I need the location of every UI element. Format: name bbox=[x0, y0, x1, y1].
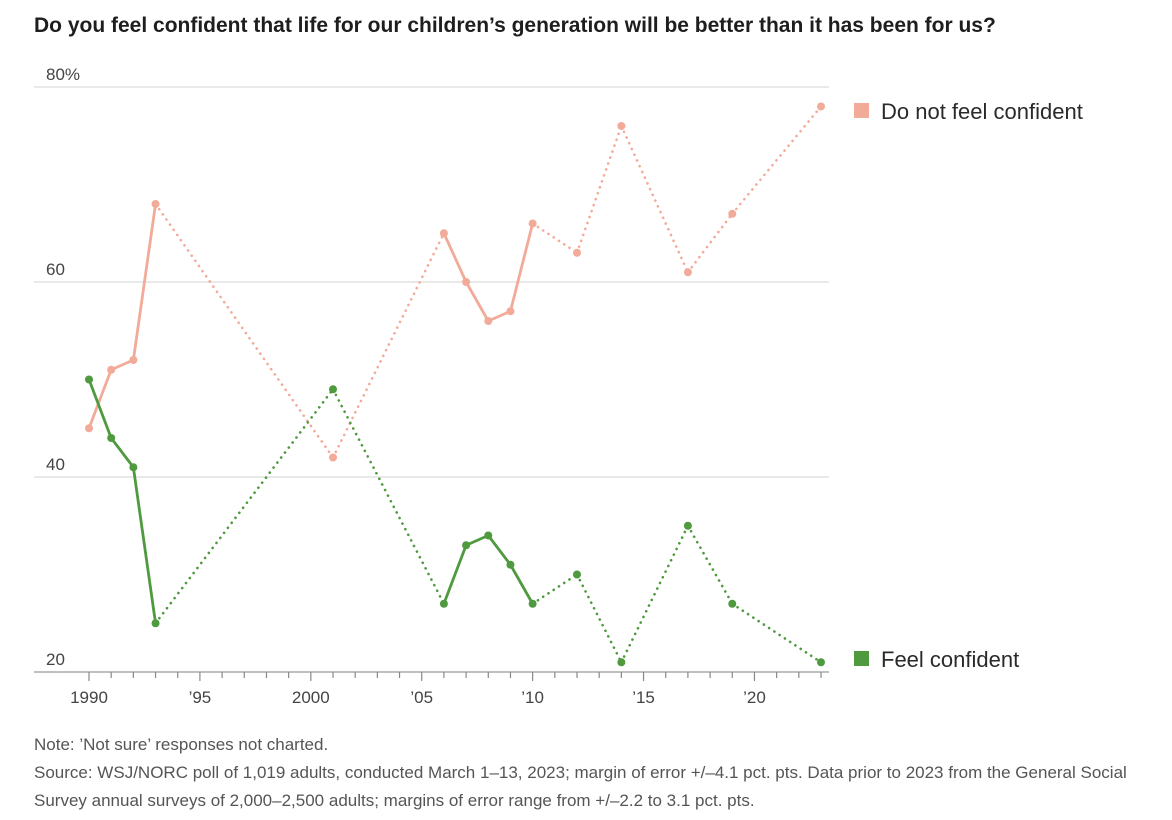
series-1-point bbox=[151, 619, 160, 628]
series-0-segment bbox=[509, 222, 535, 313]
series-1-point bbox=[617, 658, 626, 667]
series-1-segment bbox=[730, 602, 823, 664]
x-tick-label: ’95 bbox=[189, 688, 212, 707]
series-0-point bbox=[683, 268, 692, 277]
x-tick-label: 2000 bbox=[292, 688, 330, 707]
x-tick-label: ’20 bbox=[743, 688, 766, 707]
series-1-point bbox=[528, 599, 537, 608]
series-1-point bbox=[683, 521, 692, 530]
note-text: Note: ’Not sure’ responses not charted. bbox=[34, 735, 329, 754]
series-1-segment bbox=[464, 534, 490, 547]
y-tick-label: 20 bbox=[46, 650, 65, 669]
series-1-point bbox=[728, 599, 737, 608]
series-0-segment bbox=[131, 202, 157, 362]
series-0-segment bbox=[730, 105, 823, 216]
series-0-segment bbox=[686, 212, 734, 274]
series-1-segment bbox=[442, 543, 468, 606]
series-0-point bbox=[506, 307, 515, 316]
series-1-point bbox=[506, 560, 515, 569]
series-0-point bbox=[573, 248, 581, 257]
series-0-segment bbox=[331, 231, 446, 459]
series-points bbox=[85, 102, 825, 667]
x-tick-label: ’15 bbox=[632, 688, 655, 707]
legend-swatch bbox=[854, 103, 869, 118]
series-0-point bbox=[462, 278, 471, 286]
series-1-segment bbox=[154, 387, 335, 625]
series-0-segment bbox=[87, 368, 113, 430]
series-1-segment bbox=[509, 563, 535, 606]
series-1-point bbox=[439, 599, 448, 608]
series-0-point bbox=[129, 356, 138, 364]
series-1-segment bbox=[575, 573, 623, 664]
series-1-point bbox=[329, 385, 337, 394]
x-tick-label: 1990 bbox=[70, 688, 108, 707]
series-1-segment bbox=[620, 524, 690, 664]
series-1-point bbox=[85, 375, 93, 384]
y-axis-ticks: 80% 60 40 20 bbox=[46, 65, 80, 669]
series-1-point bbox=[484, 531, 493, 540]
legend-label: Do not feel confident bbox=[881, 99, 1083, 124]
series-1-point bbox=[817, 658, 825, 667]
series-0-point bbox=[107, 365, 116, 374]
series-0-point bbox=[617, 122, 626, 130]
series-1-segment bbox=[531, 573, 579, 606]
series-1-segment bbox=[131, 465, 157, 625]
series-0-point bbox=[85, 424, 93, 433]
chart-notes: Note: ’Not sure’ responses not charted. … bbox=[34, 731, 1154, 815]
series-1-segment bbox=[686, 524, 734, 606]
series-0-segment bbox=[154, 202, 335, 459]
legend: Do not feel confident Feel confident bbox=[854, 99, 1083, 672]
series-0-segment bbox=[109, 358, 135, 372]
series-0-segment bbox=[575, 124, 623, 255]
x-axis: 1990 ’95 2000 ’05 ’10 ’15 ’20 bbox=[70, 672, 822, 707]
x-tick-label: ’05 bbox=[410, 688, 433, 707]
series-0-point bbox=[329, 453, 337, 462]
x-tick-label: ’10 bbox=[521, 688, 544, 707]
series-lines bbox=[87, 105, 823, 664]
series-0-point bbox=[151, 200, 160, 208]
series-1-segment bbox=[109, 436, 135, 469]
series-0-point bbox=[484, 317, 493, 325]
series-0-point bbox=[439, 229, 448, 238]
chart-title: Do you feel confident that life for our … bbox=[34, 14, 996, 37]
line-chart: 80% 60 40 20 1990 ’95 2000 ’05 ’10 ’15 ’20 Do not… bbox=[34, 65, 1083, 707]
legend-label: Feel confident bbox=[881, 647, 1019, 672]
series-0-point bbox=[728, 209, 737, 218]
series-1-segment bbox=[331, 387, 446, 606]
series-0-point bbox=[528, 219, 537, 228]
y-tick-label: 80% bbox=[46, 65, 80, 84]
series-1-point bbox=[129, 463, 138, 472]
series-0-segment bbox=[531, 222, 579, 255]
series-1-point bbox=[573, 570, 581, 579]
series-0-segment bbox=[620, 124, 690, 274]
series-0-segment bbox=[464, 280, 490, 323]
series-1-segment bbox=[87, 378, 113, 440]
series-0-segment bbox=[486, 309, 512, 323]
series-1-point bbox=[462, 541, 471, 550]
gridlines bbox=[34, 86, 829, 673]
series-1-point bbox=[107, 434, 116, 442]
series-0-segment bbox=[442, 231, 468, 284]
source-text: Source: WSJ/NORC poll of 1,019 adults, c… bbox=[34, 763, 1127, 810]
y-tick-label: 60 bbox=[46, 260, 65, 279]
series-1-segment bbox=[486, 534, 512, 567]
series-0-point bbox=[817, 102, 825, 111]
y-tick-label: 40 bbox=[46, 455, 65, 474]
legend-swatch bbox=[854, 651, 869, 666]
